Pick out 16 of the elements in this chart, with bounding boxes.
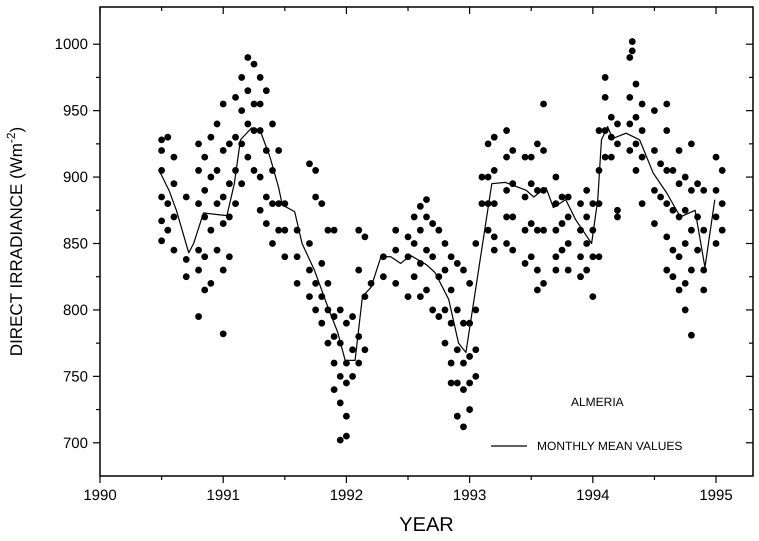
x-axis-title: YEAR: [399, 514, 454, 536]
x-tick-label: 1995: [699, 487, 733, 504]
x-tick-label: 1991: [206, 487, 240, 504]
y-tick-label: 850: [62, 235, 88, 252]
y-tick-label: 1000: [54, 36, 88, 54]
legend-label: MONTHLY MEAN VALUES: [537, 439, 682, 453]
y-tick-label: 950: [62, 102, 88, 120]
annotation: ALMERIA: [571, 395, 624, 409]
x-tick-label: 1994: [576, 487, 610, 504]
x-tick-label: 1990: [83, 487, 117, 504]
x-tick-label: 1993: [452, 487, 486, 504]
y-tick-label: 750: [62, 368, 88, 386]
y-tick-label: 700: [62, 434, 88, 452]
x-tick-label: 1992: [330, 487, 364, 504]
y-tick-label: 800: [62, 302, 88, 319]
y-tick-label: 900: [62, 169, 88, 186]
